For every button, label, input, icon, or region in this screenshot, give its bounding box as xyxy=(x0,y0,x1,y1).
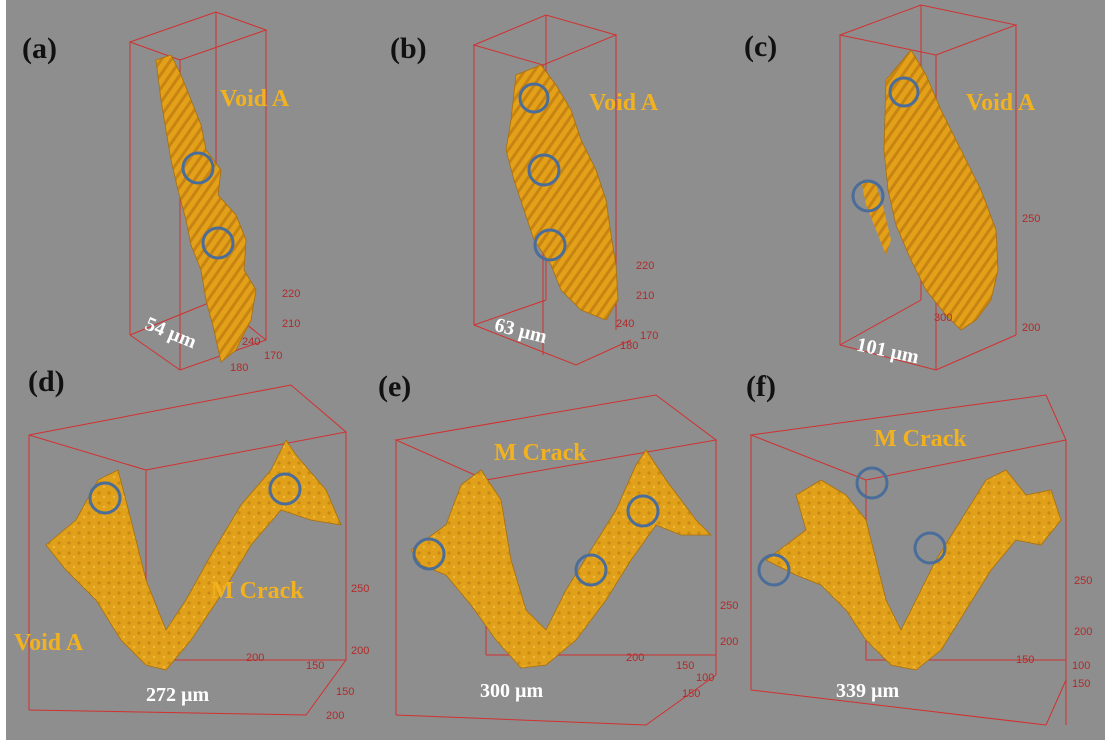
tick-e-150x: 150 xyxy=(676,660,695,672)
tick-a-240: 240 xyxy=(242,336,261,348)
highlight-circle-a2 xyxy=(201,226,235,260)
void-a-object-a xyxy=(155,54,257,363)
tick-e-200x: 200 xyxy=(626,652,645,664)
highlight-circle-a1 xyxy=(181,151,215,185)
bounding-box-e xyxy=(394,394,718,726)
tick-b-240: 240 xyxy=(616,318,635,330)
tick-e-100: 100 xyxy=(696,672,715,684)
scale-label-d: 272 µm xyxy=(146,684,210,706)
void-a-object-c xyxy=(883,49,999,331)
bounding-box-f xyxy=(749,394,1067,726)
highlight-circle-e3 xyxy=(626,494,660,528)
tick-b-210: 210 xyxy=(636,290,655,302)
annotation-m-crack-f: M Crack xyxy=(874,426,967,452)
tick-b-180: 180 xyxy=(620,340,639,352)
tick-c-300: 300 xyxy=(934,312,953,324)
tick-c-200: 200 xyxy=(1022,322,1041,334)
tick-d-150x: 150 xyxy=(306,660,325,672)
panel-label-e: (e) xyxy=(378,370,412,403)
tick-f-100: 100 xyxy=(1072,660,1091,672)
tick-d-250: 250 xyxy=(351,583,370,595)
annotation-m-crack-d: M Crack xyxy=(211,578,304,604)
highlight-circle-c1 xyxy=(888,76,920,108)
annotation-m-crack-e: M Crack xyxy=(494,440,587,466)
void-a-branch-c xyxy=(861,180,891,255)
tick-e-250: 250 xyxy=(720,600,739,612)
highlight-circle-b2 xyxy=(527,153,561,187)
tick-f-250: 250 xyxy=(1074,575,1093,587)
tick-d-150y: 150 xyxy=(336,686,355,698)
highlight-circle-d2 xyxy=(268,472,302,506)
annotation-void-a-d: Void A xyxy=(14,630,84,656)
highlight-circle-e1 xyxy=(412,537,446,571)
tick-d-200x: 200 xyxy=(246,652,265,664)
figure-graphics xyxy=(28,4,1067,726)
m-crack-object-f xyxy=(765,469,1062,671)
highlight-circle-f2 xyxy=(855,466,889,500)
tick-e-200z: 200 xyxy=(720,636,739,648)
tick-a-180: 180 xyxy=(230,362,249,374)
bounding-box-d xyxy=(28,384,348,716)
m-crack-object-e xyxy=(410,449,712,669)
tick-d-200z: 200 xyxy=(351,645,370,657)
highlight-circle-f1 xyxy=(757,553,791,587)
panel-label-d: (d) xyxy=(28,365,65,398)
tick-e-150y: 150 xyxy=(682,688,701,700)
annotation-void-a-c: Void A xyxy=(966,90,1036,116)
m-crack-object-d xyxy=(45,439,342,671)
highlight-circle-b3 xyxy=(533,228,567,262)
highlight-circle-d1 xyxy=(88,481,122,515)
tick-c-250: 250 xyxy=(1022,213,1041,225)
panel-label-a: (a) xyxy=(22,32,57,65)
tick-a-170: 170 xyxy=(264,350,283,362)
highlight-circle-e2 xyxy=(574,553,608,587)
tick-a-210: 210 xyxy=(282,318,301,330)
panel-label-c: (c) xyxy=(744,30,778,63)
highlight-circle-f3 xyxy=(913,531,947,565)
void-a-object-b xyxy=(505,64,619,321)
annotation-void-a-a: Void A xyxy=(220,86,290,112)
tick-f-150y: 150 xyxy=(1072,678,1091,690)
tick-f-150x: 150 xyxy=(1016,654,1035,666)
highlight-circle-b1 xyxy=(518,82,550,114)
tick-b-220: 220 xyxy=(636,260,655,272)
tick-b-170: 170 xyxy=(640,330,659,342)
tick-d-200y: 200 xyxy=(326,710,345,722)
highlight-circle-c2 xyxy=(851,179,885,213)
scale-label-f: 339 µm xyxy=(836,680,900,702)
panel-label-f: (f) xyxy=(746,370,776,403)
annotation-void-a-b: Void A xyxy=(589,90,659,116)
figure-canvas: (a) (b) (c) (d) (e) (f) Void A Void A Vo… xyxy=(6,0,1105,740)
panel-label-b: (b) xyxy=(390,32,427,65)
scale-label-e: 300 µm xyxy=(480,680,544,702)
tick-a-220: 220 xyxy=(282,288,301,300)
tick-f-200: 200 xyxy=(1074,626,1093,638)
